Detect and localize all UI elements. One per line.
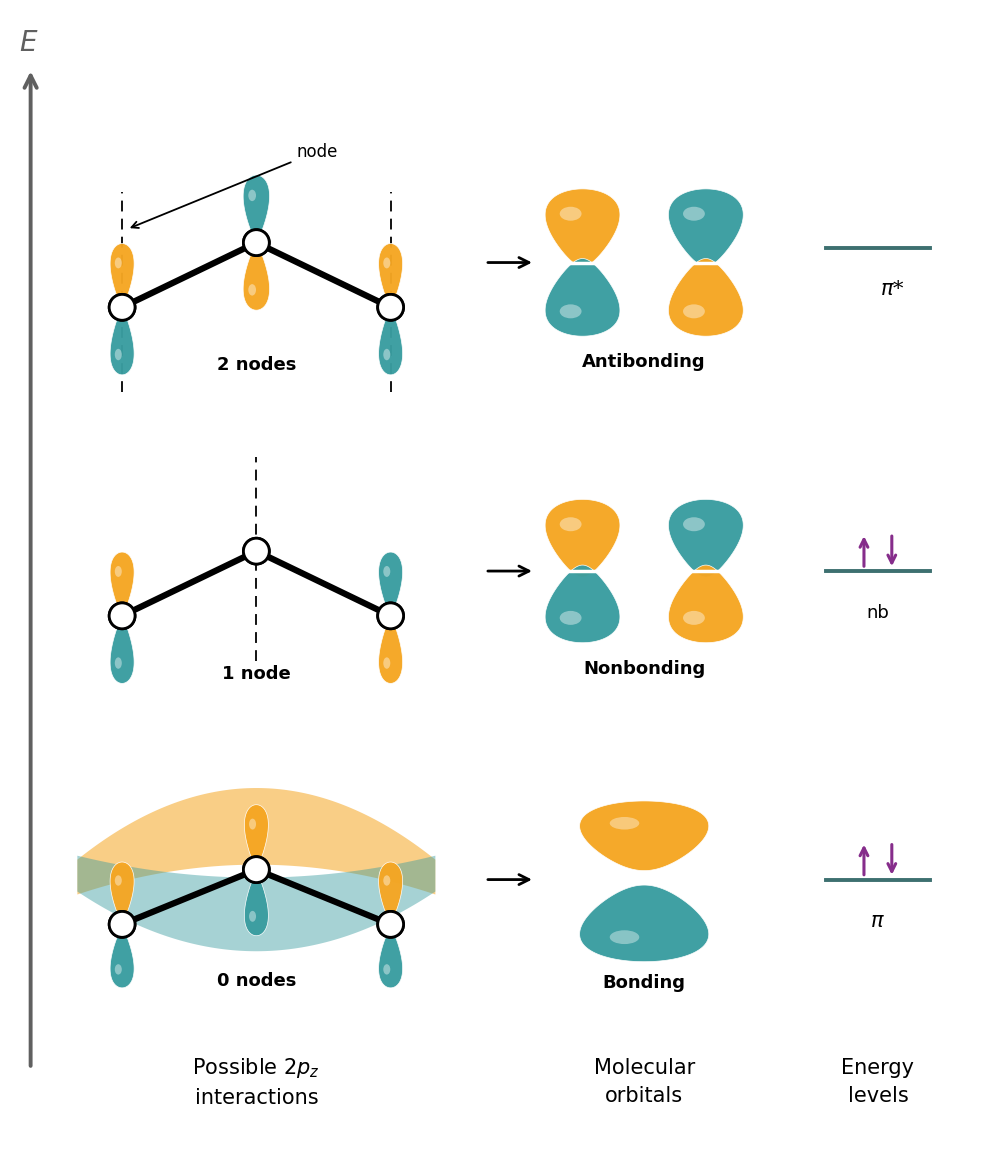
Polygon shape [110,862,134,920]
Polygon shape [379,930,403,988]
Circle shape [243,857,269,883]
Ellipse shape [383,349,390,360]
Polygon shape [110,552,134,612]
Polygon shape [244,876,268,936]
Ellipse shape [115,964,122,975]
Text: Molecular
orbitals: Molecular orbitals [594,1058,695,1105]
Circle shape [243,230,269,255]
Ellipse shape [610,817,639,829]
Polygon shape [379,244,403,304]
Circle shape [378,294,404,321]
Text: nb: nb [866,604,889,621]
Polygon shape [379,311,403,374]
Text: Possible 2$p_z$
interactions: Possible 2$p_z$ interactions [192,1055,320,1108]
Polygon shape [110,244,134,304]
Circle shape [109,603,135,628]
Polygon shape [110,311,134,374]
Ellipse shape [683,518,705,532]
Ellipse shape [115,566,122,577]
Text: $\pi$*: $\pi$* [880,280,905,298]
Ellipse shape [383,876,390,886]
Circle shape [109,912,135,937]
Text: node: node [132,142,338,227]
Circle shape [378,912,404,937]
Circle shape [378,912,404,937]
Ellipse shape [249,819,256,829]
Ellipse shape [683,611,705,625]
Circle shape [109,912,135,937]
Polygon shape [580,885,709,962]
Ellipse shape [249,911,256,922]
Polygon shape [243,247,270,310]
Ellipse shape [383,658,390,669]
Circle shape [243,857,269,883]
Ellipse shape [248,285,256,295]
Circle shape [243,539,269,564]
Text: 2 nodes: 2 nodes [217,357,296,374]
Circle shape [378,603,404,628]
Polygon shape [243,175,270,239]
Polygon shape [545,259,620,336]
Polygon shape [77,788,435,894]
Text: $\it{E}$: $\it{E}$ [19,28,38,56]
Ellipse shape [560,304,582,318]
Polygon shape [244,805,268,865]
Polygon shape [668,189,743,267]
Circle shape [243,539,269,564]
Ellipse shape [383,566,390,577]
Ellipse shape [560,206,582,220]
Circle shape [109,294,135,321]
Ellipse shape [560,611,582,625]
Ellipse shape [683,206,705,220]
Ellipse shape [560,518,582,532]
Polygon shape [545,566,620,642]
Ellipse shape [115,349,122,360]
Ellipse shape [610,930,639,944]
Polygon shape [77,856,435,951]
Circle shape [243,230,269,255]
Polygon shape [545,499,620,577]
Polygon shape [379,552,403,612]
Circle shape [378,603,404,628]
Circle shape [109,294,135,321]
Polygon shape [379,620,403,683]
Ellipse shape [115,658,122,669]
Ellipse shape [115,258,122,268]
Polygon shape [580,801,709,871]
Ellipse shape [248,190,256,201]
Ellipse shape [383,258,390,268]
Text: Antibonding: Antibonding [582,353,706,371]
Polygon shape [668,499,743,577]
Text: Nonbonding: Nonbonding [583,660,705,677]
Polygon shape [110,930,134,988]
Polygon shape [379,862,403,920]
Polygon shape [110,620,134,683]
Ellipse shape [383,964,390,975]
Text: Energy
levels: Energy levels [841,1058,914,1105]
Polygon shape [668,259,743,336]
Ellipse shape [683,304,705,318]
Polygon shape [545,189,620,267]
Circle shape [378,294,404,321]
Text: $\pi$: $\pi$ [870,912,885,930]
Text: Bonding: Bonding [603,974,686,991]
Circle shape [109,603,135,628]
Polygon shape [668,566,743,642]
Ellipse shape [115,876,122,886]
Text: 0 nodes: 0 nodes [217,971,296,990]
Text: 1 node: 1 node [222,665,291,683]
